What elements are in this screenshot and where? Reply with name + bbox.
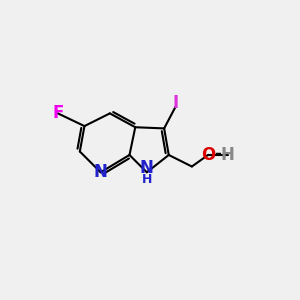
Text: H: H: [221, 146, 235, 164]
Text: O: O: [201, 146, 215, 164]
Text: I: I: [172, 94, 179, 112]
Text: F: F: [52, 104, 64, 122]
Text: -: -: [214, 145, 221, 163]
Text: H: H: [142, 173, 152, 186]
Text: N: N: [140, 159, 154, 177]
Text: N: N: [94, 163, 108, 181]
